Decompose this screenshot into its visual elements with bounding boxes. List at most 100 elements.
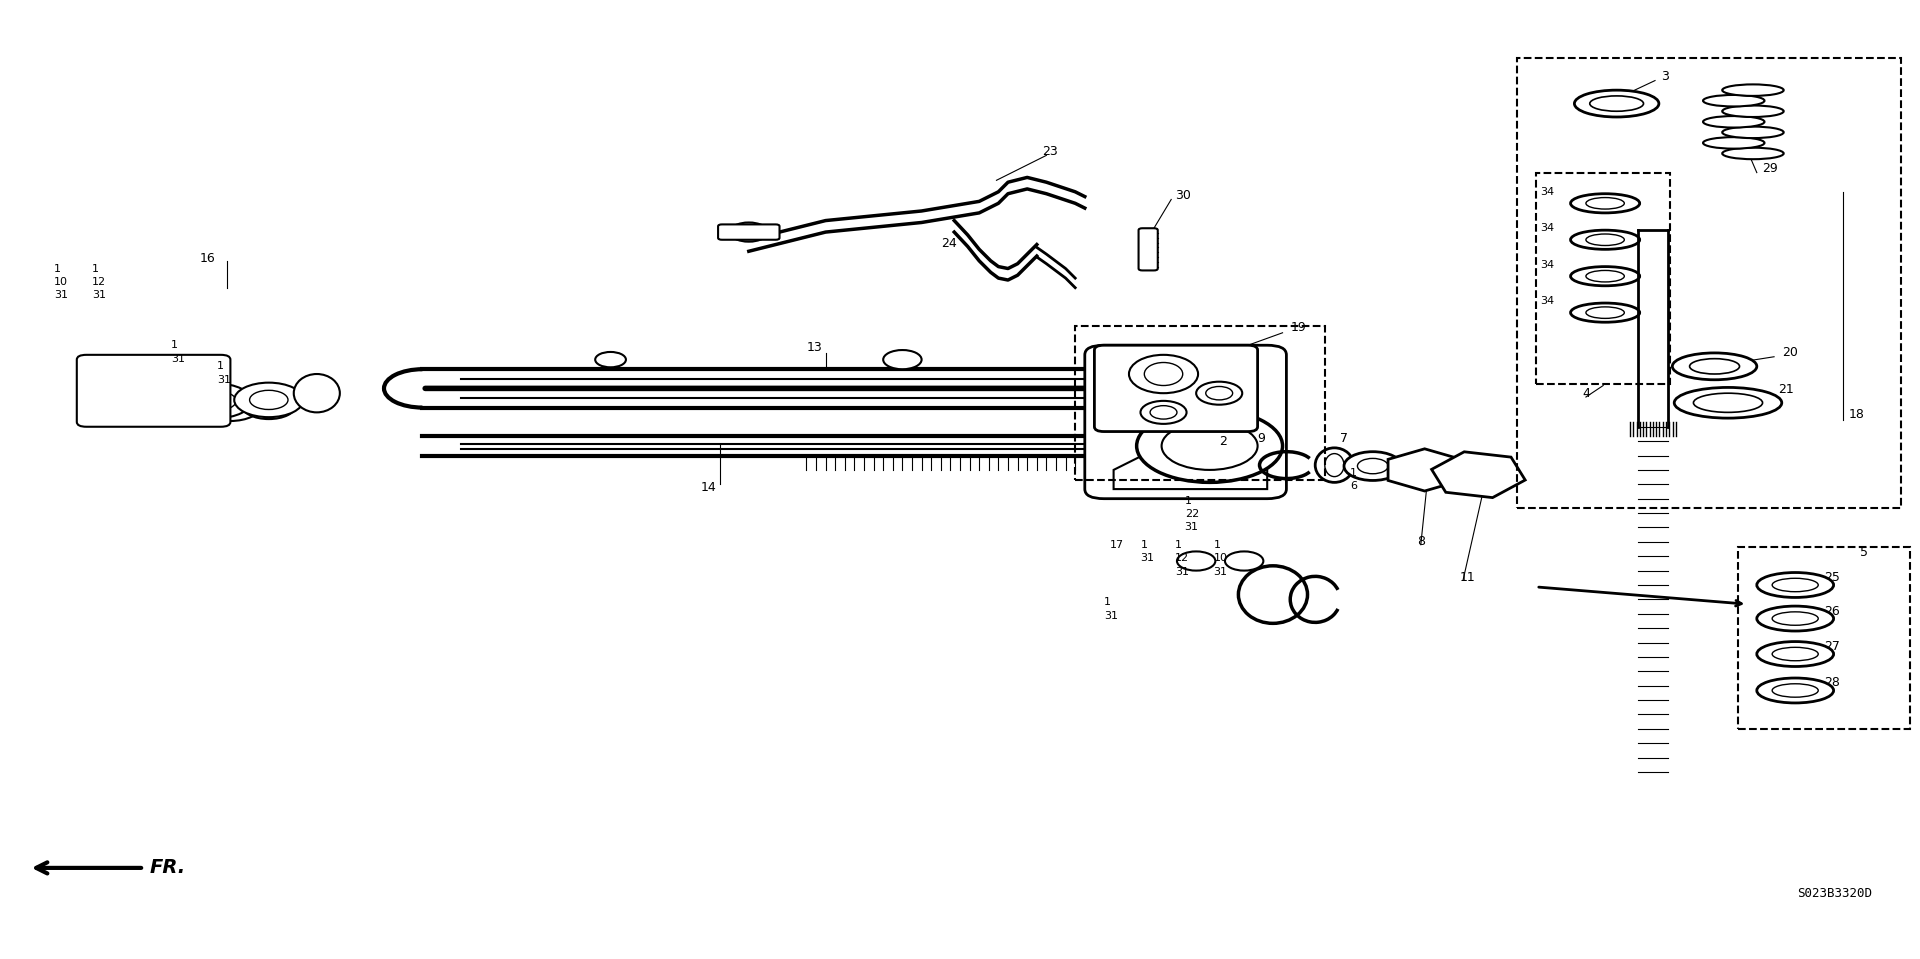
- Ellipse shape: [1703, 116, 1764, 128]
- Text: 1: 1: [1185, 496, 1192, 505]
- Ellipse shape: [200, 390, 261, 421]
- Ellipse shape: [1757, 642, 1834, 667]
- Text: 4: 4: [1582, 386, 1590, 400]
- Ellipse shape: [1772, 612, 1818, 625]
- Ellipse shape: [1571, 303, 1640, 322]
- Ellipse shape: [1586, 234, 1624, 246]
- Text: 20: 20: [1782, 346, 1797, 360]
- Ellipse shape: [144, 396, 182, 415]
- Ellipse shape: [1177, 551, 1215, 571]
- Text: 22: 22: [1185, 509, 1198, 519]
- Ellipse shape: [90, 398, 121, 413]
- Ellipse shape: [1722, 84, 1784, 96]
- Ellipse shape: [1137, 409, 1283, 482]
- Ellipse shape: [1757, 606, 1834, 631]
- Text: 18: 18: [1849, 408, 1864, 421]
- Ellipse shape: [1757, 573, 1834, 597]
- Ellipse shape: [1571, 194, 1640, 213]
- Ellipse shape: [111, 366, 150, 414]
- Circle shape: [595, 352, 626, 367]
- Text: 2: 2: [1219, 434, 1227, 448]
- Ellipse shape: [1722, 105, 1784, 117]
- Text: 1: 1: [1140, 540, 1148, 550]
- Text: 12: 12: [1175, 553, 1188, 563]
- Text: 31: 31: [1140, 553, 1154, 563]
- Ellipse shape: [1586, 307, 1624, 318]
- Ellipse shape: [250, 390, 288, 409]
- Text: 23: 23: [1043, 145, 1058, 158]
- Text: 9: 9: [1258, 432, 1265, 445]
- FancyBboxPatch shape: [718, 224, 780, 240]
- FancyBboxPatch shape: [1139, 228, 1158, 270]
- Ellipse shape: [1315, 448, 1354, 482]
- Ellipse shape: [730, 222, 768, 242]
- Ellipse shape: [198, 391, 236, 410]
- Text: 31: 31: [1185, 523, 1198, 532]
- Ellipse shape: [1703, 95, 1764, 106]
- Text: 34: 34: [1540, 296, 1553, 306]
- Ellipse shape: [1162, 422, 1258, 470]
- Ellipse shape: [1672, 353, 1757, 380]
- Ellipse shape: [1225, 551, 1263, 571]
- Ellipse shape: [234, 383, 303, 417]
- Ellipse shape: [1233, 472, 1263, 487]
- Text: 31: 31: [54, 291, 67, 300]
- Ellipse shape: [1693, 393, 1763, 412]
- Ellipse shape: [1703, 137, 1764, 149]
- Ellipse shape: [1590, 96, 1644, 111]
- Text: 29: 29: [1763, 162, 1778, 175]
- Ellipse shape: [1586, 270, 1624, 282]
- Text: 31: 31: [171, 354, 184, 363]
- Ellipse shape: [1586, 198, 1624, 209]
- Text: 34: 34: [1540, 223, 1553, 233]
- Text: 1: 1: [1350, 468, 1357, 478]
- Ellipse shape: [1571, 230, 1640, 249]
- Ellipse shape: [242, 392, 296, 419]
- Ellipse shape: [182, 384, 252, 418]
- Ellipse shape: [1772, 684, 1818, 697]
- Text: 19: 19: [1290, 320, 1306, 334]
- Ellipse shape: [1344, 452, 1402, 480]
- Ellipse shape: [1357, 458, 1388, 474]
- Ellipse shape: [1206, 386, 1233, 400]
- Text: 1: 1: [92, 264, 100, 273]
- Text: 31: 31: [1175, 567, 1188, 576]
- Text: 3: 3: [1661, 70, 1668, 83]
- Text: 11: 11: [1459, 571, 1475, 584]
- Text: 1: 1: [1104, 597, 1112, 607]
- Text: 34: 34: [1540, 187, 1553, 197]
- Ellipse shape: [1772, 647, 1818, 661]
- Text: 21: 21: [1778, 383, 1793, 396]
- Text: 31: 31: [1104, 611, 1117, 620]
- Text: 1: 1: [171, 340, 179, 350]
- Text: 13: 13: [806, 340, 822, 354]
- Ellipse shape: [1574, 90, 1659, 117]
- Text: 1: 1: [54, 264, 61, 273]
- Text: 28: 28: [1824, 676, 1839, 690]
- Text: S023B3320D: S023B3320D: [1797, 886, 1872, 900]
- Ellipse shape: [1571, 267, 1640, 286]
- FancyBboxPatch shape: [1085, 345, 1286, 499]
- Ellipse shape: [294, 374, 340, 412]
- Ellipse shape: [1772, 578, 1818, 592]
- Text: FR.: FR.: [150, 858, 186, 877]
- Text: 31: 31: [217, 375, 230, 385]
- Text: 14: 14: [701, 480, 716, 494]
- Ellipse shape: [1150, 406, 1177, 419]
- Ellipse shape: [165, 392, 219, 419]
- Ellipse shape: [1674, 387, 1782, 418]
- Ellipse shape: [1722, 127, 1784, 138]
- Text: 10: 10: [54, 277, 67, 287]
- Text: 27: 27: [1824, 640, 1839, 653]
- Text: 6: 6: [1350, 481, 1357, 491]
- Ellipse shape: [1757, 678, 1834, 703]
- Text: 1: 1: [1175, 540, 1183, 550]
- Text: 1: 1: [1213, 540, 1221, 550]
- Circle shape: [883, 350, 922, 369]
- Ellipse shape: [1129, 355, 1198, 393]
- FancyBboxPatch shape: [1094, 345, 1258, 432]
- Ellipse shape: [92, 368, 138, 410]
- Ellipse shape: [1140, 401, 1187, 424]
- Ellipse shape: [1144, 363, 1183, 386]
- Text: 16: 16: [200, 252, 215, 266]
